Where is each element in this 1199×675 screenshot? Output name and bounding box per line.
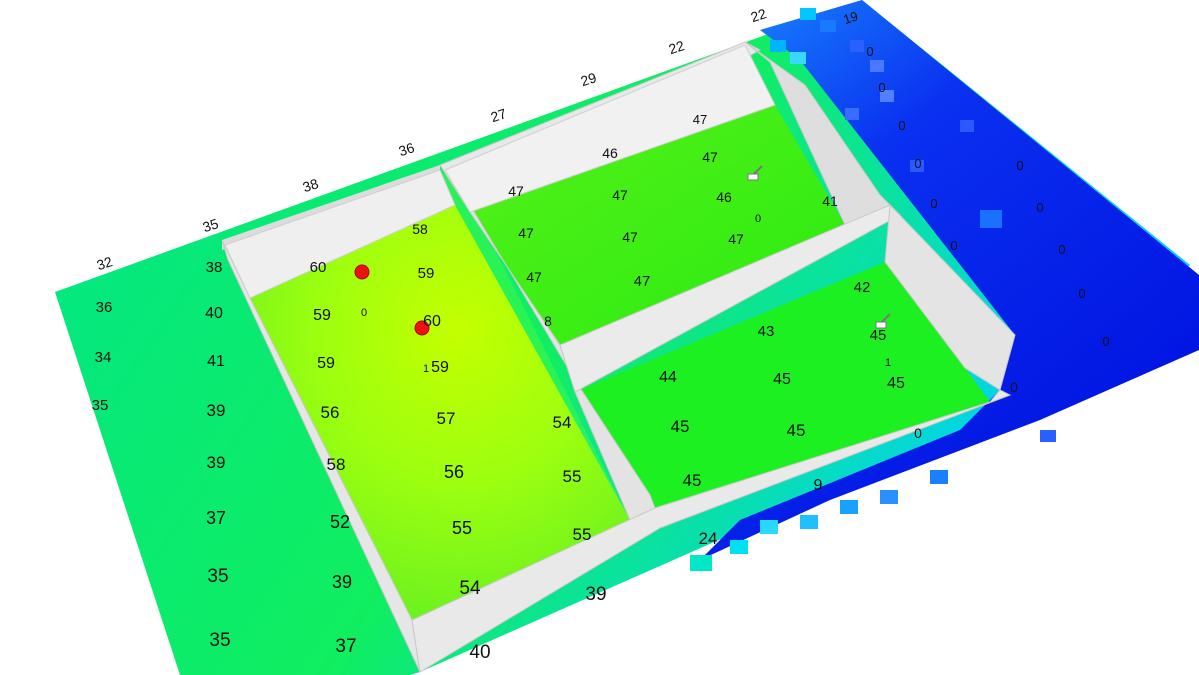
signal-value-label: 54 [459,578,481,599]
signal-value-label: 41 [207,353,225,370]
signal-value-label: 35 [201,215,221,235]
signal-value-label: 0 [1058,242,1065,257]
signal-value-label: 37 [206,508,226,528]
signal-value-label: 36 [96,299,113,316]
signal-value-label: 35 [207,566,228,587]
signal-value-label: 55 [563,467,582,486]
signal-value-label: 0 [950,238,957,253]
signal-value-label: 44 [659,369,677,386]
access-point-marker[interactable] [354,264,370,280]
signal-value-label: 52 [330,512,350,532]
signal-value-label: 19 [841,8,859,27]
signal-value-label: 1 [885,357,891,369]
signal-value-label: 39 [332,572,352,592]
signal-value-label: 29 [579,69,599,89]
signal-value-label: 39 [207,401,226,420]
wall-right-room [884,203,1016,391]
signal-value-label: 40 [205,305,223,322]
signal-value-label: 56 [444,462,464,482]
markers [354,165,891,336]
signal-value-label: 0 [1078,286,1085,301]
signal-value-label: 43 [758,323,775,340]
signal-value-label: 8 [544,313,552,329]
signal-value-label: 0 [866,44,873,59]
signal-value-label: 0 [1102,334,1109,349]
signal-value-label: 0 [930,196,937,211]
signal-value-label: 54 [553,413,572,432]
signal-value-label: 59 [317,355,335,372]
wall-inner-left-face [224,169,456,299]
signal-value-label: 0 [914,156,921,171]
signal-value-label: 0 [755,213,761,225]
signal-value-label: 55 [452,518,472,538]
signal-value-label: 37 [335,636,356,657]
signal-value-label: 45 [787,421,806,440]
signal-labels: 1922222927363835323634353840413939373535… [92,5,1110,663]
signal-value-label: 55 [573,525,592,544]
signal-value-label: 59 [418,265,435,282]
wall-inner-top-right-face [444,44,776,213]
signal-value-label: 46 [602,145,618,161]
signal-pixels [690,8,1056,571]
signal-value-label: 47 [693,112,707,127]
signal-value-label: 0 [898,118,905,133]
signal-value-label: 41 [822,193,838,209]
signal-value-label: 36 [397,139,417,159]
signal-value-label: 47 [526,269,542,285]
signal-value-label: 27 [489,105,509,125]
signal-value-label: 45 [773,371,791,388]
signal-value-label: 0 [878,80,885,95]
signal-value-label: 47 [622,229,638,245]
signal-value-label: 39 [207,453,226,472]
room-top-right-floor [470,105,845,345]
signal-value-label: 9 [814,477,823,494]
signal-value-label: 38 [301,175,321,195]
signal-value-label: 22 [749,5,769,25]
signal-value-label: 38 [206,259,223,276]
signal-value-label: 46 [716,189,732,205]
signal-value-label: 45 [671,417,690,436]
signal-value-label: 35 [92,397,109,414]
signal-value-label: 59 [431,359,449,376]
signal-value-label: 45 [870,327,887,344]
signal-value-label: 47 [508,183,524,199]
signal-value-label: 47 [518,225,534,241]
signal-value-label: 58 [327,455,346,474]
signal-value-label: 42 [854,279,871,296]
signal-value-label: 1 [423,363,429,375]
weak-signal-zone [700,0,1199,560]
signal-value-label: 60 [310,259,327,276]
signal-value-label: 45 [683,471,702,490]
signal-value-label: 32 [95,253,115,273]
device-icon[interactable] [747,165,763,181]
signal-value-label: 56 [321,403,340,422]
signal-value-label: 59 [313,307,331,324]
signal-value-label: 47 [612,187,628,203]
signal-value-label: 0 [1036,200,1043,215]
wall-bottom [411,389,1012,673]
room-left-floor [250,205,630,620]
signal-value-label: 57 [437,409,456,428]
access-point-marker[interactable] [414,320,430,336]
signal-value-label: 0 [1010,379,1018,395]
signal-value-label: 47 [634,273,651,290]
signal-value-label: 0 [1016,158,1023,173]
walls [221,41,1016,673]
signal-value-label: 40 [469,642,490,663]
signal-value-label: 47 [702,149,718,165]
signal-value-label: 0 [361,307,367,319]
device-icon[interactable] [875,313,891,329]
signal-value-label: 39 [585,584,606,605]
signal-value-label: 60 [423,313,441,330]
signal-value-label: 45 [887,375,905,392]
signal-value-label: 0 [914,425,922,441]
signal-value-label: 22 [667,37,687,57]
signal-value-label: 34 [95,349,112,366]
signal-value-label: 35 [209,630,230,651]
signal-value-label: 24 [699,529,718,548]
signal-value-label: 58 [412,221,428,237]
signal-value-label: 47 [728,231,744,247]
